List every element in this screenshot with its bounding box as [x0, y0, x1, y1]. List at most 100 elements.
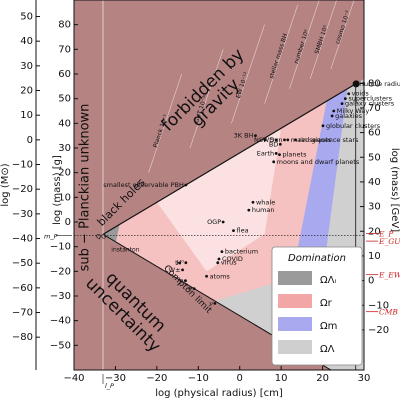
- object-point: [247, 208, 251, 212]
- object-label: p: [179, 277, 183, 285]
- black-hole-line: [102, 83, 357, 235]
- y-tick-label-msun: 0: [27, 135, 33, 146]
- y-tick-label-msun: −40: [12, 234, 33, 245]
- object-label: W±: [169, 266, 181, 274]
- object-point: [274, 138, 278, 142]
- qg-label: QG: [96, 232, 106, 240]
- object-label: ν: [209, 299, 213, 307]
- y-tick-label-msun: 20: [20, 86, 33, 97]
- object-label: globular clusters: [326, 122, 381, 130]
- y-tick-label-gev: 40: [368, 177, 381, 188]
- object-point: [251, 200, 255, 204]
- energy-label: E_EW: [378, 271, 400, 280]
- object-point: [217, 257, 221, 261]
- bound-line: [330, 0, 355, 70]
- object-point: [321, 124, 325, 128]
- planck-mass-label: m_P: [44, 232, 58, 240]
- x-tick-label: −20: [146, 373, 167, 384]
- object-point: [192, 287, 196, 290]
- object-label: WD: [263, 136, 274, 144]
- object-label: virus: [221, 259, 237, 267]
- y-tick-label-gev: 10: [368, 251, 381, 262]
- object-label: 3K BH: [234, 132, 254, 140]
- lambda-i-strip: [103, 224, 120, 245]
- y-tick-label-g: −20: [50, 266, 71, 277]
- bound-line: [264, 4, 298, 104]
- object-point: [184, 183, 188, 187]
- object-label: flea: [237, 227, 249, 235]
- object-point: [294, 138, 298, 142]
- object-label: NS: [254, 136, 263, 144]
- object-label: e: [188, 285, 192, 293]
- object-point: [220, 250, 224, 254]
- object-label: galaxy clusters: [345, 100, 395, 108]
- object-label: whale: [256, 198, 275, 206]
- x-tick-label: 10: [275, 373, 288, 384]
- x-tick-label: −30: [105, 373, 126, 384]
- energy-label: CMB: [379, 308, 398, 317]
- object-label: human: [252, 206, 275, 214]
- y-tick-label-g: 30: [58, 143, 71, 154]
- y-tick-label-msun: 40: [20, 36, 33, 47]
- object-point: [274, 152, 278, 155]
- x-tick-label: −40: [63, 373, 84, 384]
- object-label: smallest observable PBH: [103, 181, 184, 189]
- legend-title: Domination: [288, 253, 346, 264]
- y-tick-label-gev: 70: [368, 103, 381, 114]
- object-label: red giants: [299, 136, 332, 144]
- object-point: [205, 274, 208, 278]
- y-tick-label-msun: −80: [12, 332, 33, 343]
- y-tick-label-gev: −10: [368, 300, 389, 311]
- object-point: [184, 261, 188, 265]
- y-axis-label-g: log (mass) [g]: [52, 155, 63, 225]
- y-tick-label-gev: 20: [368, 226, 381, 237]
- planck-length-label: l_P: [105, 382, 114, 390]
- y-tick-label-g: −40: [50, 316, 71, 327]
- object-point: [184, 279, 187, 283]
- y-tick-label-msun: −50: [12, 258, 33, 269]
- bound-line: [289, 0, 320, 89]
- object-label: planets: [282, 151, 307, 159]
- legend-item-label: Ωr: [320, 298, 333, 309]
- x-tick-label: 20: [316, 373, 329, 384]
- y-tick-label-g: 70: [58, 44, 71, 55]
- y-tick-label-g: 50: [58, 94, 71, 105]
- forbidden-region: [74, 0, 364, 252]
- object-point: [330, 114, 334, 118]
- legend-swatch: [278, 294, 312, 308]
- legend-item-label: ΩΛ: [320, 344, 335, 355]
- y-axis-label-msun: log (M⊙): [0, 163, 11, 206]
- y-tick-label-msun: −20: [12, 184, 33, 195]
- bound-line: [309, 0, 337, 80]
- y-tick-label-gev: 80: [368, 78, 381, 89]
- y-tick-label-gev: 50: [368, 152, 381, 163]
- object-point: [286, 138, 290, 142]
- y-tick-label-g: −10: [50, 242, 71, 253]
- legend: Domination ΩΛᵢ Ωr Ωm ΩΛ: [271, 246, 363, 366]
- y-tick-label-msun: −70: [12, 308, 33, 319]
- object-point: [216, 261, 220, 265]
- plot-frame: [73, 0, 365, 371]
- object-point: [272, 160, 276, 164]
- object-label: Earth: [257, 149, 274, 157]
- object-point: [254, 134, 257, 138]
- object-label: t: [175, 259, 178, 267]
- object-label: COVID: [222, 255, 243, 263]
- object-label: BD: [269, 140, 278, 148]
- object-point: [332, 109, 336, 113]
- object-label: galaxies: [335, 112, 363, 120]
- object-point: [352, 80, 360, 88]
- y-tick-label-gev: −20: [368, 325, 389, 336]
- object-label: main sequence stars: [291, 136, 359, 144]
- object-point: [213, 302, 217, 305]
- legend-item-label: ΩΛᵢ: [320, 275, 336, 286]
- legend-swatch: [278, 271, 312, 285]
- sub-planck-upper: [74, 0, 103, 252]
- y-tick-label-g: −30: [50, 291, 71, 302]
- y-tick-label-msun: −60: [12, 283, 33, 294]
- object-label: OGP: [207, 218, 221, 226]
- object-label: moons and dwarf planets: [277, 158, 360, 166]
- legend-item-label: Ωm: [320, 321, 337, 332]
- object-label: superclusters: [348, 95, 392, 103]
